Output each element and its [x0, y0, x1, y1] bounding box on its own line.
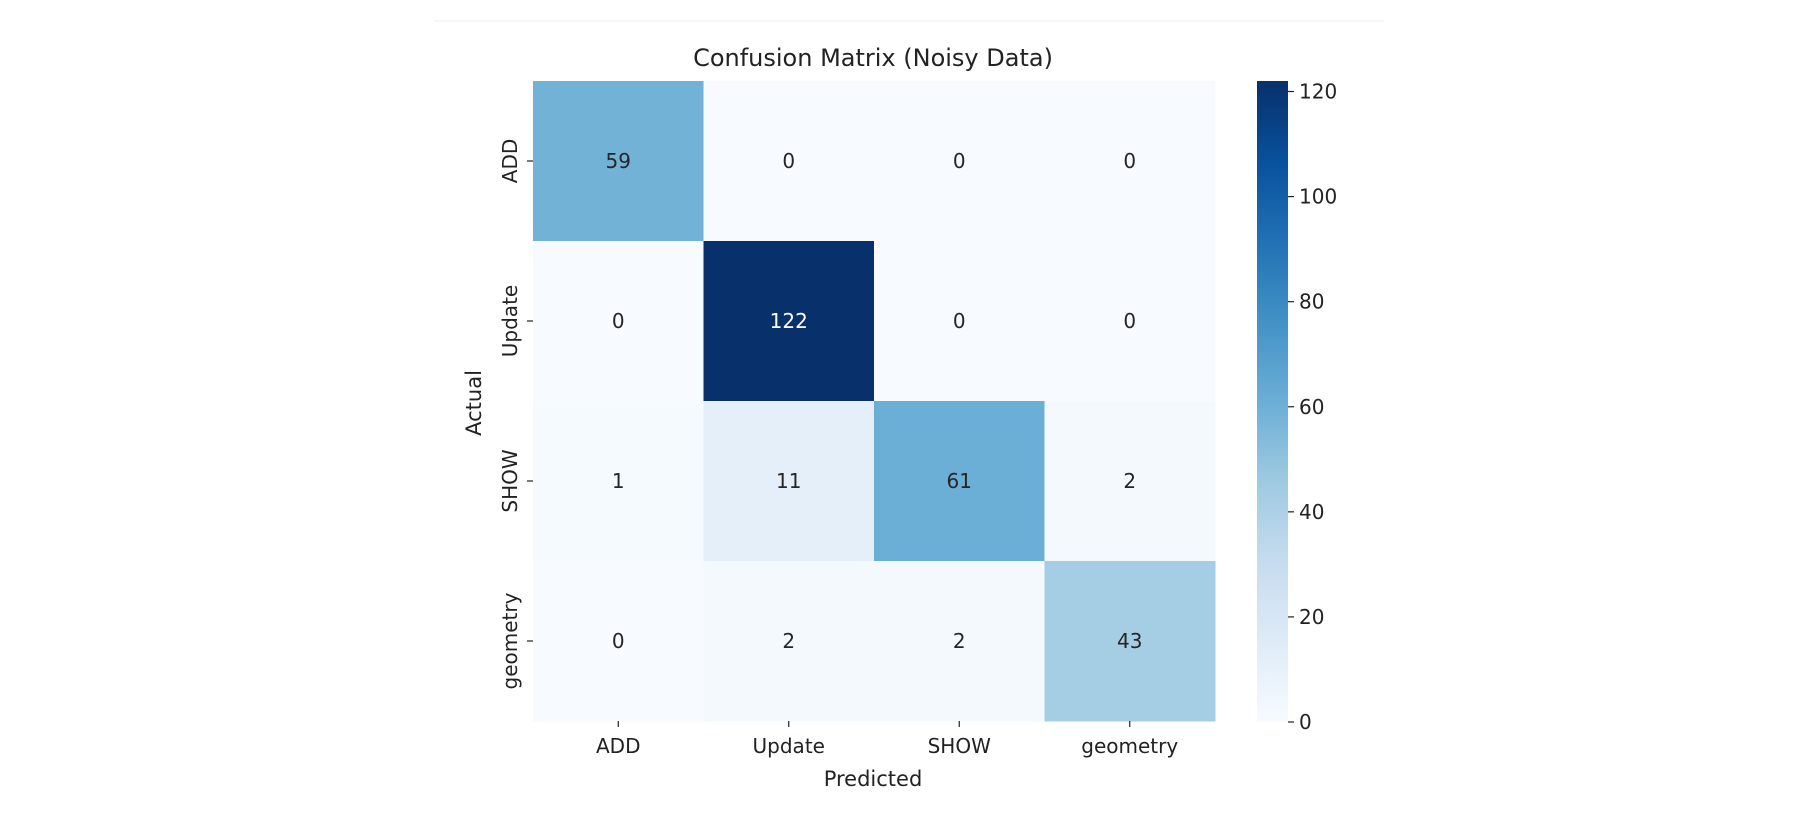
heatmap-cell [533, 561, 704, 722]
cell-value-label: 0 [953, 149, 966, 173]
heatmap-cell [533, 241, 704, 402]
x-axis-label: Predicted [824, 767, 923, 791]
y-tick-label: SHOW [498, 449, 522, 512]
cell-value-label: 2 [1123, 469, 1136, 493]
cell-value-label: 11 [776, 469, 801, 493]
heatmap-cell [1044, 561, 1216, 722]
heatmap-cell [874, 561, 1045, 722]
heatmap-cell [533, 401, 704, 562]
colorbar-tick-label: 40 [1299, 500, 1324, 524]
heatmap-cell [1044, 81, 1216, 242]
cell-value-label: 2 [953, 629, 966, 653]
cell-value-label: 0 [1123, 309, 1136, 333]
colorbar-tick-label: 20 [1299, 605, 1324, 629]
colorbar-tick-label: 100 [1299, 185, 1337, 209]
cell-value-label: 0 [953, 309, 966, 333]
colorbar-tick-label: 0 [1299, 710, 1312, 734]
cell-value-label: 122 [770, 309, 808, 333]
colorbar-ticks: 0 20 40 60 80 100 120 [1288, 80, 1337, 734]
cell-value-label: 61 [947, 469, 972, 493]
colorbar-tick-label: 120 [1299, 80, 1337, 104]
x-tick-label: SHOW [928, 734, 991, 758]
heatmap-cell [1044, 241, 1216, 402]
y-axis-label: Actual [462, 370, 486, 436]
y-tick-label: ADD [498, 139, 522, 183]
heatmap-cell [874, 241, 1045, 402]
cell-value-label: 2 [782, 629, 795, 653]
heatmap-cell [703, 561, 875, 722]
cell-value-label: 43 [1117, 629, 1142, 653]
x-axis-ticks: ADD Update SHOW geometry [596, 721, 1178, 758]
cell-value-label: 59 [606, 149, 631, 173]
heatmap-cells: 59 0 0 00 122 0 01 11 61 20 2 2 43 [533, 81, 1216, 722]
y-tick-label: Update [498, 285, 522, 357]
heatmap-cell [703, 241, 875, 402]
chart-title: Confusion Matrix (Noisy Data) [693, 44, 1053, 72]
heatmap-cell [874, 81, 1045, 242]
cell-value-label: 0 [782, 149, 795, 173]
colorbar-tick-label: 80 [1299, 290, 1324, 314]
colorbar-tick-label: 60 [1299, 395, 1324, 419]
heatmap-cell [703, 81, 875, 242]
heatmap-cell [533, 81, 704, 242]
y-axis-ticks: ADD Update SHOW geometry [498, 139, 533, 689]
x-tick-label: geometry [1081, 734, 1178, 758]
heatmap-cell [703, 401, 875, 562]
cell-value-label: 0 [612, 309, 625, 333]
x-tick-label: Update [753, 734, 825, 758]
cell-value-label: 1 [612, 469, 625, 493]
heatmap-cell [1044, 401, 1216, 562]
x-tick-label: ADD [596, 734, 640, 758]
heatmap-cell [874, 401, 1045, 562]
cell-value-label: 0 [1123, 149, 1136, 173]
cell-value-label: 0 [612, 629, 625, 653]
colorbar [1257, 81, 1288, 722]
y-tick-label: geometry [498, 592, 522, 689]
